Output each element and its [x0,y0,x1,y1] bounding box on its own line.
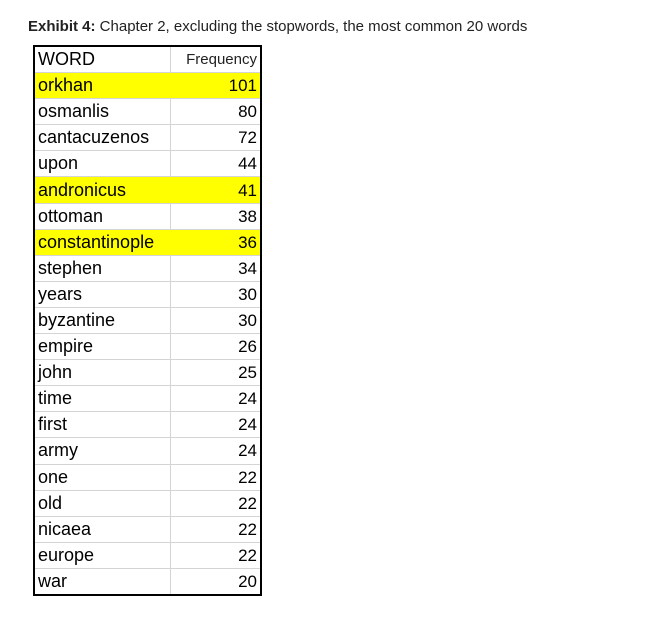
word-cell-text: andronicus [38,179,127,200]
caption-text: Chapter 2, excluding the stopwords, the … [95,18,528,35]
word-cell[interactable]: old [35,490,171,517]
table-row: john 25 [35,359,260,387]
word-cell-text: years [38,283,83,304]
header-frequency[interactable]: Frequency [170,47,260,74]
word-cell-text: ottoman [38,205,104,226]
word-cell-text: stephen [38,257,103,278]
frequency-cell[interactable]: 41 [170,176,260,204]
frequency-cell[interactable]: 34 [170,255,260,282]
word-cell-text: orkhan [38,75,94,96]
table-row: empire 26 [35,333,260,361]
word-cell-text: john [38,362,73,383]
word-cell-text: old [38,492,63,513]
word-cell-text: byzantine [38,309,116,330]
word-cell[interactable]: war [35,568,171,594]
frequency-cell[interactable]: 36 [170,229,260,256]
word-cell[interactable]: army [35,437,171,465]
frequency-cell[interactable]: 22 [170,464,260,491]
word-cell[interactable]: byzantine [35,307,171,335]
frequency-cell[interactable]: 26 [170,333,260,361]
word-cell[interactable]: andronicus [35,176,171,204]
table-row: old 22 [35,490,260,517]
table-row: byzantine 30 [35,307,260,335]
table-row: war 20 [35,568,260,594]
table-row: andronicus 41 [35,176,260,204]
frequency-cell[interactable]: 24 [170,437,260,465]
word-cell[interactable]: orkhan [35,72,171,100]
table-row: stephen 34 [35,255,260,282]
word-cell-text: nicaea [38,518,92,539]
word-cell[interactable]: stephen [35,255,171,282]
word-cell[interactable]: cantacuzenos [35,124,171,152]
word-frequency-table: WORD Frequency orkhan 101 osmanlis 80 cantac… [35,47,260,594]
table-row: osmanlis 80 [35,98,260,126]
word-cell-text: osmanlis [38,101,110,122]
frequency-cell[interactable]: 22 [170,490,260,517]
word-cell-text: war [38,570,68,591]
word-cell[interactable]: osmanlis [35,98,171,126]
word-cell-text: constantinople [38,231,155,252]
table-row: ottoman 38 [35,203,260,230]
word-cell-text: one [38,466,69,487]
table-row: time 24 [35,385,260,413]
word-cell-text: europe [38,544,95,565]
frequency-cell[interactable]: 44 [170,150,260,178]
word-cell[interactable]: one [35,464,171,491]
table-row: upon 44 [35,150,260,178]
frequency-cell[interactable]: 38 [170,203,260,230]
word-cell-text: army [38,440,78,461]
table-row: one 22 [35,464,260,491]
word-cell[interactable]: time [35,385,171,413]
word-cell[interactable]: nicaea [35,516,171,543]
table-row: cantacuzenos 72 [35,124,260,152]
table-row: orkhan 101 [35,72,260,100]
word-cell-text: first [38,414,67,435]
word-frequency-sheet: WORD Frequency orkhan 101 osmanlis 80 cantac… [33,45,262,596]
frequency-cell[interactable]: 24 [170,411,260,439]
table-row: army 24 [35,437,260,465]
header-row: WORD Frequency [35,47,260,74]
table-row: europe 22 [35,542,260,569]
word-cell[interactable]: ottoman [35,203,171,230]
frequency-cell[interactable]: 72 [170,124,260,152]
frequency-cell[interactable]: 80 [170,98,260,126]
word-cell-text: cantacuzenos [38,127,150,148]
word-cell[interactable]: constantinople [35,229,171,256]
word-cell-text: upon [38,153,79,174]
table-row: first 24 [35,411,260,439]
frequency-cell[interactable]: 20 [238,571,257,591]
frequency-cell[interactable]: 22 [170,542,260,569]
frequency-cell[interactable]: 101 [170,72,260,100]
exhibit-caption: Exhibit 4: Chapter 2, excluding the stop… [28,18,527,35]
frequency-cell[interactable]: 22 [170,516,260,543]
word-cell[interactable]: first [35,411,171,439]
word-cell[interactable]: upon [35,150,171,178]
table-row: nicaea 22 [35,516,260,543]
word-cell[interactable]: europe [35,542,171,569]
word-cell[interactable]: empire [35,333,171,361]
table-row: years 30 [35,281,260,308]
frequency-cell[interactable]: 30 [170,281,260,308]
word-cell[interactable]: years [35,281,171,308]
header-word[interactable]: WORD [35,47,171,74]
frequency-cell[interactable]: 25 [170,359,260,387]
word-cell-text: time [38,388,73,409]
caption-lead: Exhibit 4: [28,18,96,35]
word-cell-text: empire [38,336,94,357]
frequency-cell[interactable]: 24 [170,385,260,413]
frequency-cell[interactable]: 30 [170,307,260,335]
word-cell[interactable]: john [35,359,171,387]
table-row: constantinople 36 [35,229,260,256]
